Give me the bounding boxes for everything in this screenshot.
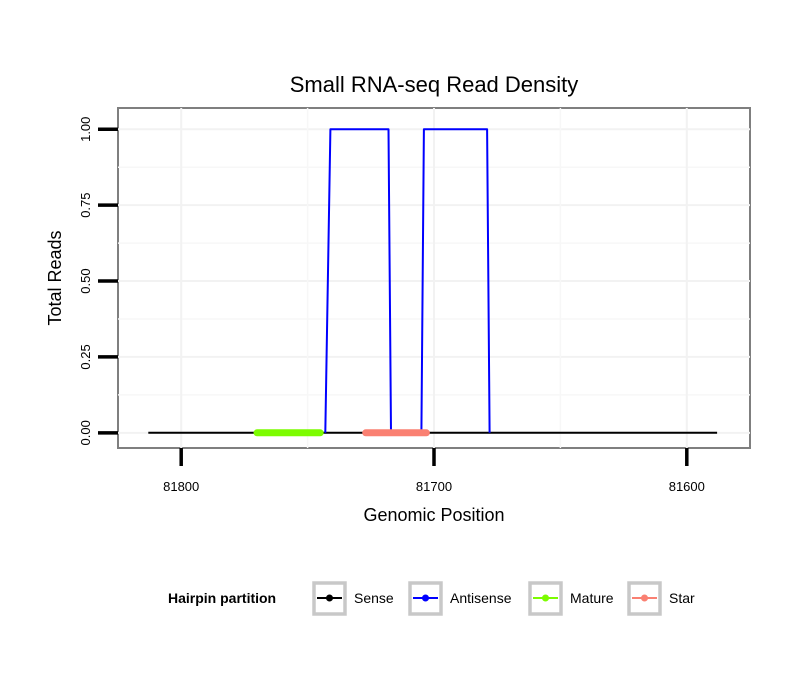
x-tick-label: 81600 — [669, 479, 705, 494]
legend-key-point — [326, 594, 333, 602]
x-axis-label: Genomic Position — [363, 505, 504, 525]
legend-title: Hairpin partition — [168, 590, 276, 606]
legend-label: Mature — [570, 590, 614, 606]
y-tick-label: 0.00 — [78, 420, 93, 445]
legend-key-point — [542, 594, 549, 602]
y-axis-label: Total Reads — [45, 230, 65, 325]
legend-label: Antisense — [450, 590, 512, 606]
data-series — [148, 128, 718, 437]
y-tick-label: 0.75 — [78, 192, 93, 217]
legend-label: Star — [669, 590, 695, 606]
x-tick-label: 81800 — [163, 479, 199, 494]
legend-item-star: Star — [627, 581, 695, 616]
y-tick-label: 0.25 — [78, 344, 93, 369]
legend-item-mature: Mature — [528, 581, 614, 616]
legend: Hairpin partition Sense Antisense Mature Sta… — [168, 581, 695, 616]
x-axis: 81800 81700 81600 — [163, 448, 705, 494]
chart-title: Small RNA-seq Read Density — [290, 72, 579, 97]
legend-key-point — [641, 594, 648, 602]
x-tick-label: 81700 — [416, 479, 452, 494]
y-tick-label: 1.00 — [78, 117, 93, 142]
legend-item-sense: Sense — [312, 581, 394, 616]
y-axis: 0.00 0.25 0.50 0.75 1.00 — [78, 117, 118, 445]
legend-label: Sense — [354, 590, 394, 606]
y-tick-label: 0.50 — [78, 268, 93, 293]
legend-key-point — [422, 594, 429, 602]
legend-item-antisense: Antisense — [408, 581, 512, 616]
